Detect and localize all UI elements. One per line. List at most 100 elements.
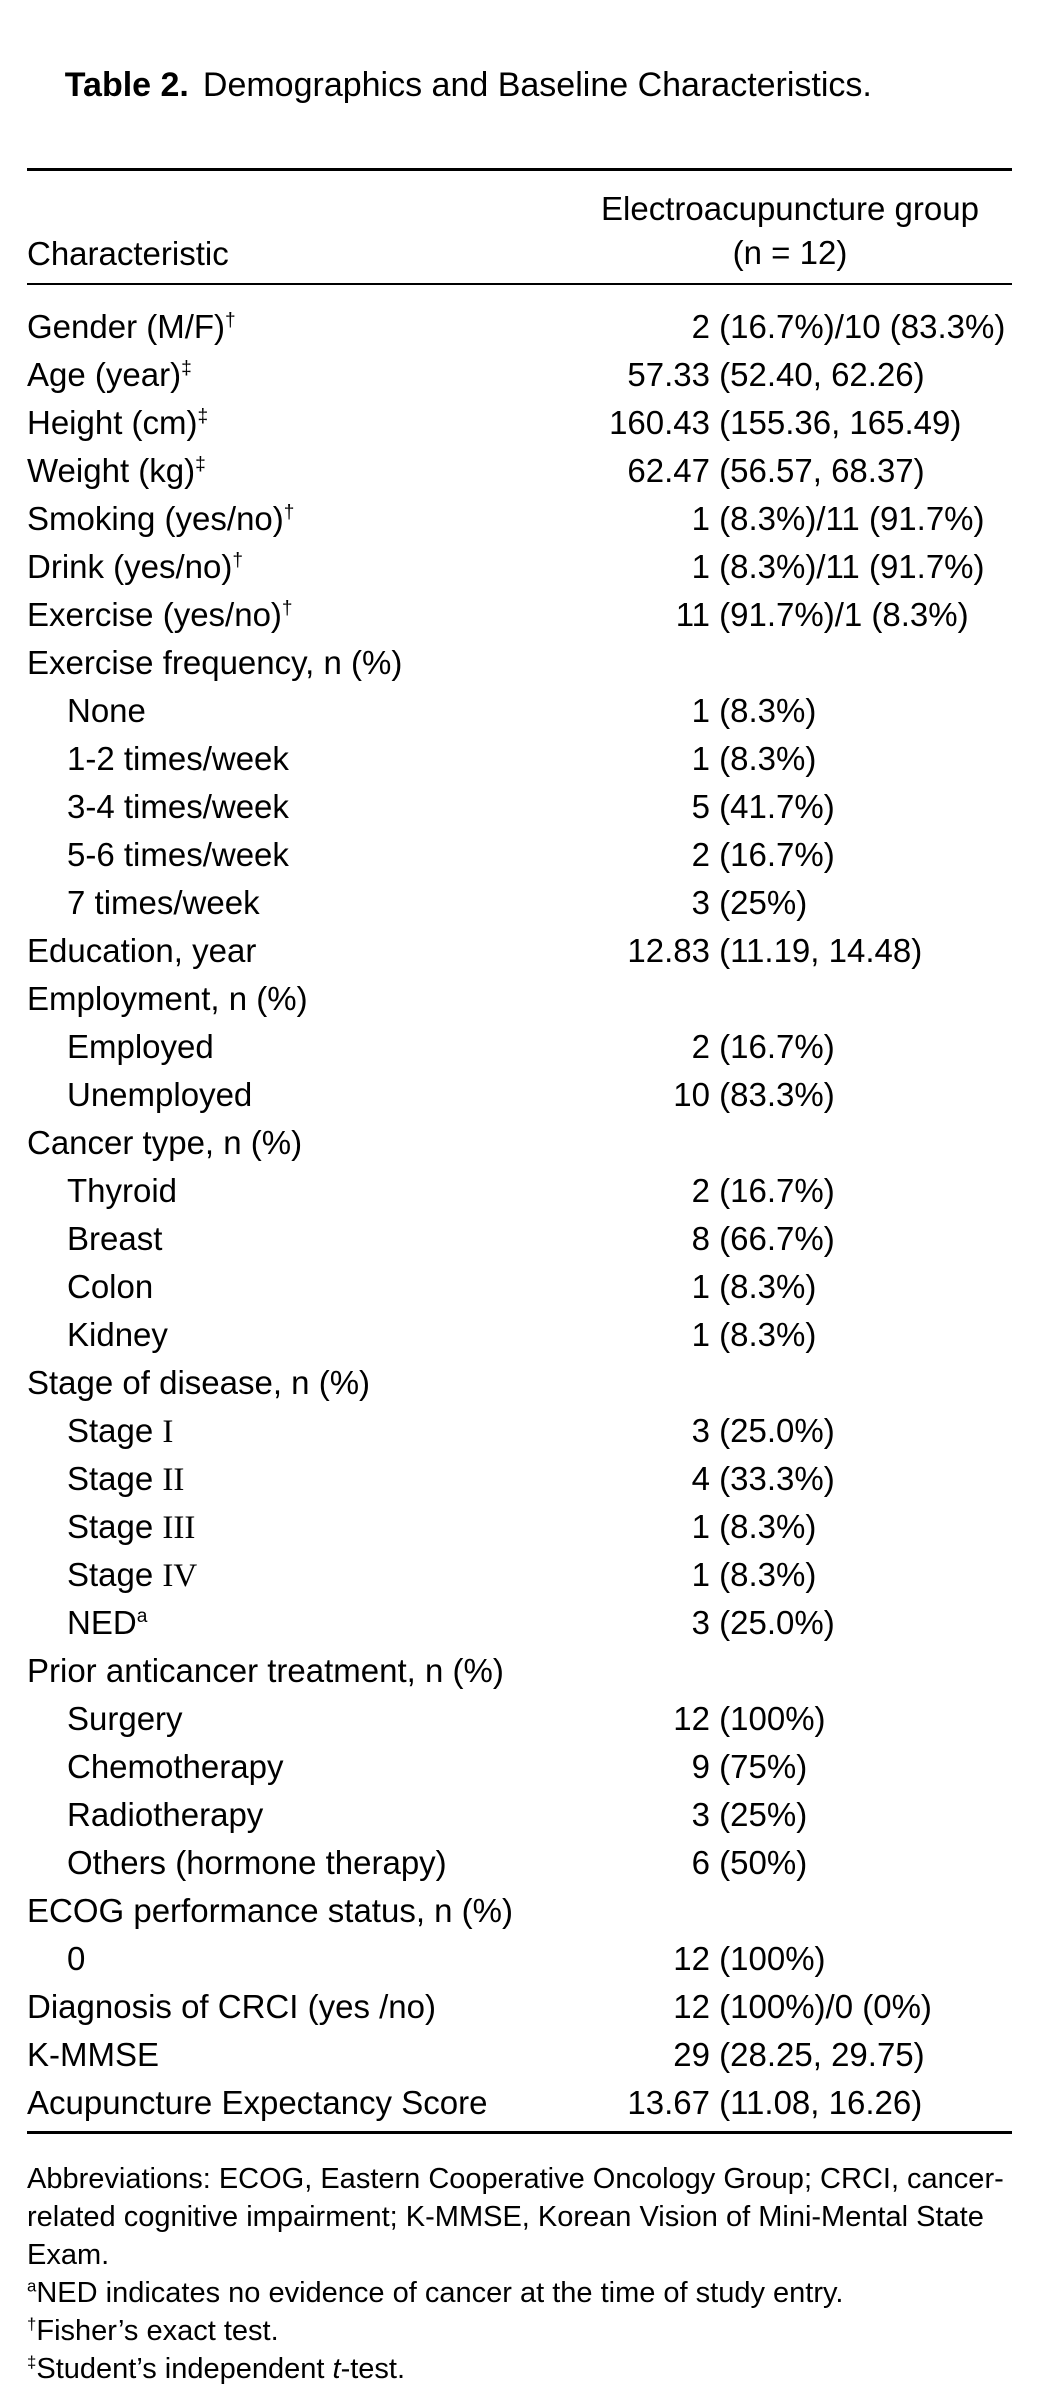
row-value-primary: 1 [691,1508,710,1545]
table-row: NEDa 3 (25.0%) [27,1599,1012,1647]
table-row: Acupuncture Expectancy Score 13.67 (11.08… [27,2079,1012,2127]
row-label-text: 7 times/week [67,884,260,921]
footnote-italic-text: t [332,2353,341,2385]
group-column-header-line2: (n = 12) [732,234,848,271]
row-value-detail: (28.25, 29.75) [710,2036,925,2073]
table-caption: Demographics and Baseline Characteristic… [202,66,872,104]
row-label: Gender (M/F)† [27,303,236,352]
row-value-detail: (100%) [710,1700,826,1737]
row-value-primary: 3 [691,1796,710,1833]
row-value-primary: 57.33 [627,356,710,393]
row-label-text: None [67,692,146,729]
row-value-detail: (8.3%) [710,1508,817,1545]
footnote: aNED indicates no evidence of cancer at … [27,2274,1012,2312]
row-value-primary: 11 [675,596,710,633]
row-label-text: Cancer type, n (%) [27,1124,303,1161]
top-rule [27,168,1012,171]
row-value-detail: (8.3%) [710,1556,817,1593]
table-row: None 1 (8.3%) [27,687,1012,735]
row-value-detail: (8.3%) [710,1268,817,1305]
row-label: Colon [67,1263,153,1312]
row-label: Age (year)‡ [27,351,192,400]
row-value-primary: 12 [673,1988,710,2025]
row-label: Surgery [67,1695,183,1744]
table-number: Table 2. [64,66,189,104]
row-value-primary: 3 [691,884,710,921]
row-label-text: Others (hormone therapy) [67,1844,447,1881]
row-value-primary: 29 [673,2036,710,2073]
table-row: Employment, n (%) [27,975,1012,1023]
row-label: Smoking (yes/no)† [27,495,294,544]
row-label-text: 5-6 times/week [67,836,289,873]
row-label-text: Exercise (yes/no) [27,596,282,633]
row-label: Exercise frequency, n (%) [27,639,402,688]
header-rule [27,283,1012,285]
footnote: Abbreviations: ECOG, Eastern Cooperative… [27,2160,1012,2274]
row-value-detail: (8.3%) [710,740,817,777]
row-label-text: Unemployed [67,1076,253,1113]
row-value-primary: 1 [691,692,710,729]
table-row: Weight (kg)‡ 62.47 (56.57, 68.37) [27,447,1012,495]
row-label: Kidney [67,1311,168,1360]
table-row: Stage III 1 (8.3%) [27,1503,1012,1551]
row-value-detail: (66.7%) [710,1220,835,1257]
table-row: Others (hormone therapy) 6 (50%) [27,1839,1012,1887]
row-value-detail: (155.36, 165.49) [710,404,962,441]
row-label-text: Stage [67,1460,163,1497]
row-label-superscript: ‡ [195,454,206,475]
row-label: K-MMSE [27,2031,159,2080]
row-value-primary: 160.43 [609,404,710,441]
row-value-primary: 1 [691,1268,710,1305]
footnote-text: Abbreviations: ECOG, Eastern Cooperative… [27,2163,1004,2271]
row-value-detail: (75%) [710,1748,808,1785]
row-value-detail: (25.0%) [710,1604,835,1641]
row-value-detail: (8.3%) [710,1316,817,1353]
row-label-text: Exercise frequency, n (%) [27,644,403,681]
row-value-detail: (8.3%) [710,692,817,729]
row-label: Drink (yes/no)† [27,543,243,592]
row-value-detail: (16.7%) [710,836,835,873]
table-row: Unemployed 10 (83.3%) [27,1071,1012,1119]
row-label-text: Age (year) [27,356,182,393]
table-row: 1-2 times/week 1 (8.3%) [27,735,1012,783]
row-label: Thyroid [67,1167,177,1216]
row-label-text: Education, year [27,932,257,969]
row-value-detail: (16.7%) [710,1028,835,1065]
footnote-marker: † [27,2314,37,2334]
row-value-detail: (41.7%) [710,788,835,825]
row-value-detail: (100%)/0 (0%) [710,1988,932,2025]
row-label-text: Stage [67,1412,163,1449]
row-label-text: Breast [67,1220,163,1257]
row-value-primary: 1 [691,500,710,537]
row-label-superscript: ‡ [197,406,209,427]
row-label-text: Gender (M/F) [27,308,226,345]
row-label-text: 3-4 times/week [67,788,289,825]
footnote-marker: a [27,2276,37,2296]
table-body: Gender (M/F)† 2 (16.7%)/10 (83.3%) Age (ye… [27,303,1012,2127]
row-label-superscript: ‡ [181,358,192,379]
row-value-detail: (83.3%) [710,1076,835,1113]
row-label-text: Smoking (yes/no) [27,500,284,537]
row-label: Prior anticancer treatment, n (%) [27,1647,504,1696]
table-row: Surgery 12 (100%) [27,1695,1012,1743]
row-value-detail: (11.19, 14.48) [710,932,923,969]
row-label-superscript: † [225,310,236,331]
table-row: Prior anticancer treatment, n (%) [27,1647,1012,1695]
table-row: Kidney 1 (8.3%) [27,1311,1012,1359]
row-value-detail: (11.08, 16.26) [710,2084,923,2121]
row-value-primary: 1 [691,548,710,585]
table-row: Colon 1 (8.3%) [27,1263,1012,1311]
table-row: Chemotherapy 9 (75%) [27,1743,1012,1791]
row-value-primary: 3 [691,1604,710,1641]
row-value-primary: 12.83 [627,932,710,969]
row-label-text: 0 [67,1940,86,1977]
row-label-text: Kidney [67,1316,168,1353]
row-label: Education, year [27,927,256,976]
table-row: K-MMSE 29 (28.25, 29.75) [27,2031,1012,2079]
row-value-detail: (91.7%)/1 (8.3%) [710,596,969,633]
row-label-text: Stage [67,1508,163,1545]
footnote: ‡Student’s independent t-test. [27,2350,1012,2388]
row-value-primary: 5 [691,788,710,825]
row-label-text: Chemotherapy [67,1748,284,1785]
row-label: Employment, n (%) [27,975,308,1024]
